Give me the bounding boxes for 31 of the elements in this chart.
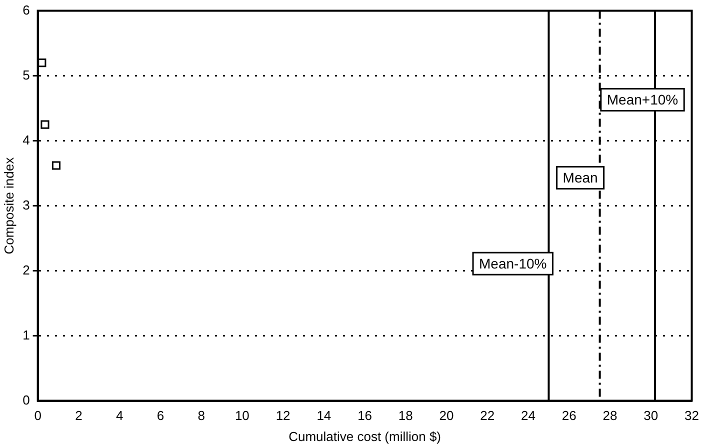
point [52,161,61,170]
x-tick-label: 28 [602,408,618,424]
y-tick-label: 4 [22,132,30,148]
x-axis-title: Cumulative cost (million $) [288,428,442,444]
x-tick-label: 2 [75,408,82,424]
y-tick-label: 5 [22,67,30,82]
y-tick-label: 0 [22,392,30,408]
point [40,120,50,129]
x-tick-label: 26 [562,408,576,424]
y-tick-label: 2 [22,262,30,278]
x-tick-label: 32 [684,408,700,424]
x-tick-label: 0 [34,408,42,424]
y-tick-label: 6 [22,2,30,18]
y-tick-label: 1 [22,327,30,342]
x-tick-label: 24 [521,408,536,424]
x-tick-label: 10 [234,408,250,424]
y-tick-label: 3 [22,197,30,212]
x-tick-label: 18 [398,408,413,424]
x-tick-label: 30 [644,408,658,424]
x-tick-label: 8 [198,408,205,424]
x-tick-label: 16 [358,408,372,424]
x-tick-label: 4 [116,408,124,424]
ref-line-label: Mean [562,170,598,186]
x-tick-label: 6 [156,408,164,424]
x-tick-label: 20 [439,408,454,424]
ref-line-label: Mean+10% [606,92,678,108]
x-tick-label: 14 [316,408,332,424]
x-tick-label: 22 [480,408,495,424]
ref-line-label: Mean-10% [479,255,547,272]
x-tick-label: 12 [276,408,290,424]
y-axis-title: Composite index [1,156,16,254]
